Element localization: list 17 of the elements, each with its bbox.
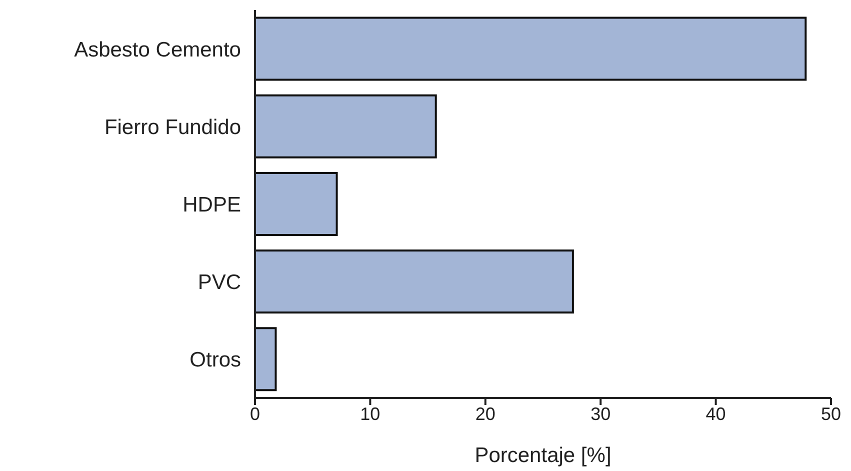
x-tick-label: 0	[250, 404, 260, 424]
x-tick-label: 40	[706, 404, 726, 424]
bar	[255, 16, 807, 81]
bar	[255, 327, 277, 392]
y-tick-label: Fierro Fundido	[104, 116, 241, 139]
x-tick-label: 10	[360, 404, 380, 424]
x-tick-label: 30	[590, 404, 611, 424]
y-tick-label: PVC	[198, 271, 241, 294]
y-tick-label: Asbesto Cemento	[74, 38, 241, 62]
x-tick-label: 20	[475, 404, 496, 424]
x-tick-label: 50	[820, 404, 842, 424]
y-tick-label: Otros	[190, 348, 241, 372]
bar	[255, 250, 574, 314]
y-tick-label: HDPE	[182, 193, 241, 216]
bar	[255, 172, 338, 236]
bar	[255, 94, 437, 158]
x-axis-title: Porcentaje [%]	[474, 444, 612, 467]
